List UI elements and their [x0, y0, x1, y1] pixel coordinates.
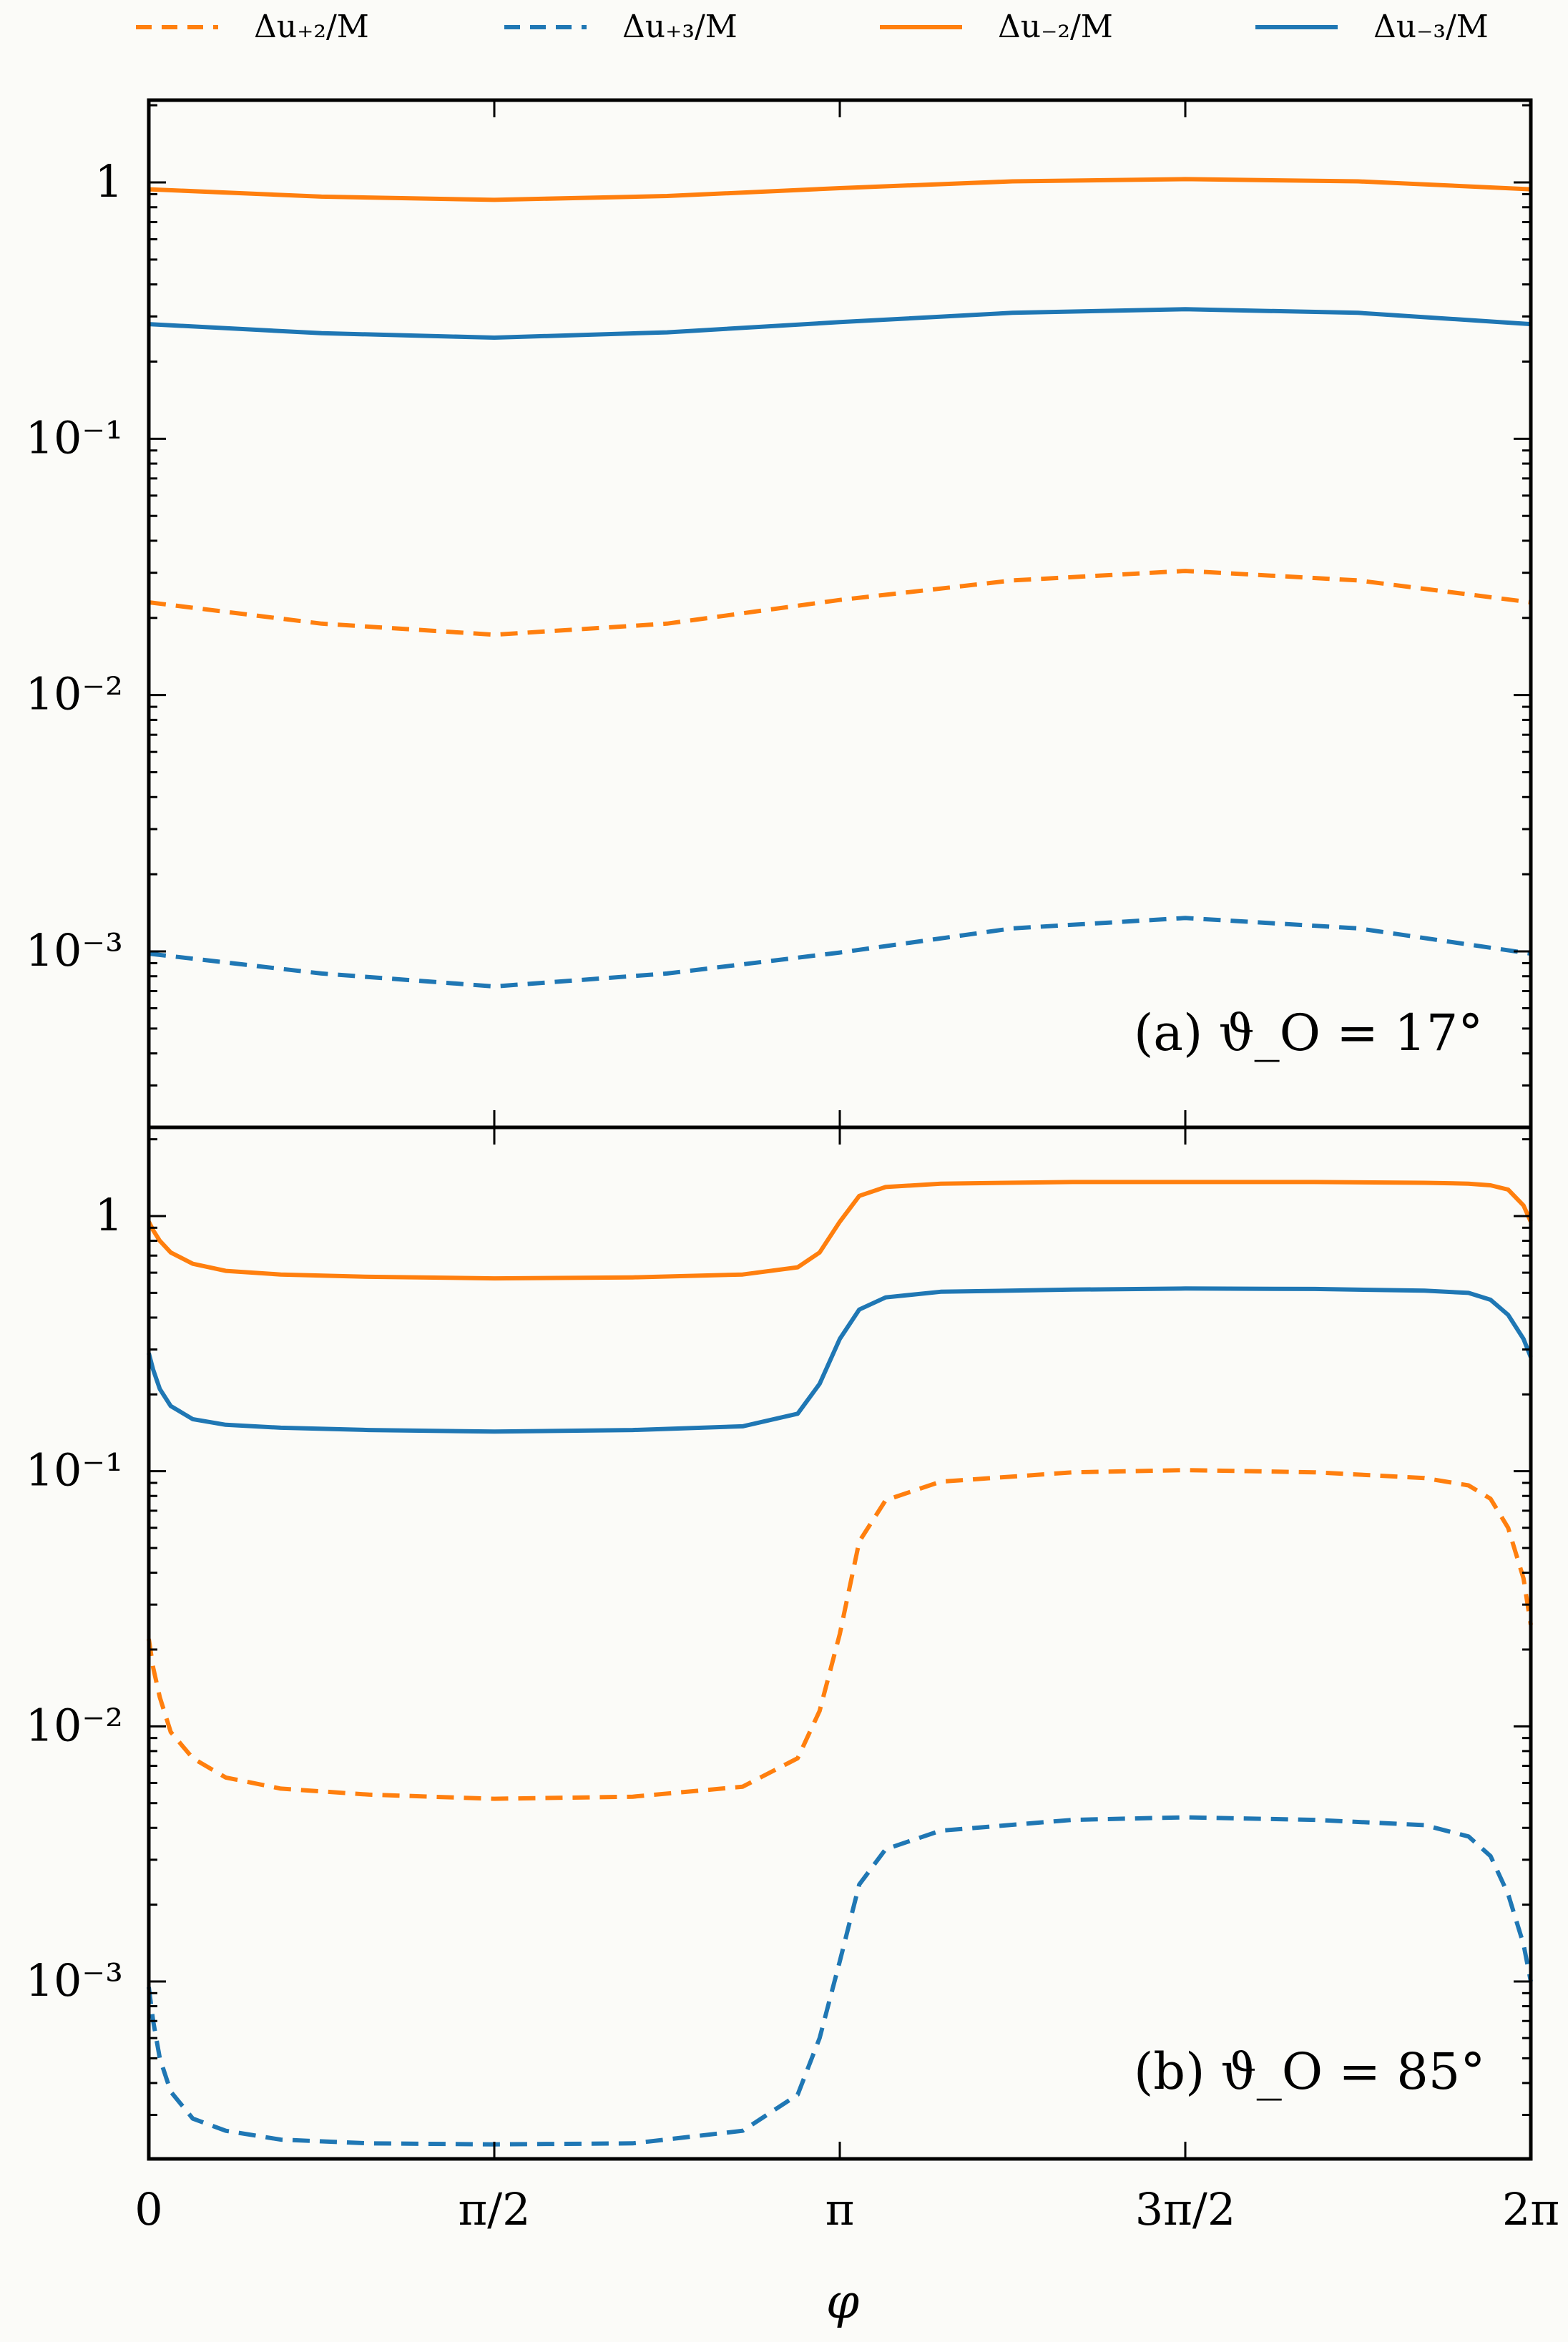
legend-entry-plus2: Δu₊₂/M	[136, 9, 369, 45]
series-line-a-0	[148, 569, 1532, 637]
legend-label-plus2: Δu₊₂/M	[254, 9, 369, 45]
y-tick-label-a: 10⁻²	[26, 668, 123, 720]
x-axis: 0 π/2 π 3π/2 2π	[134, 2183, 1559, 2235]
legend-label-plus3: Δu₊₃/M	[622, 9, 738, 45]
series-line-a-1	[148, 916, 1532, 989]
y-tick-label-b: 10⁻³	[26, 1954, 123, 2007]
y-tick-label-a: 10⁻³	[26, 924, 123, 976]
x-tick-label: π/2	[458, 2183, 530, 2235]
series-line-a-2	[148, 177, 1532, 202]
panel-annotation-a: (a) ϑ_O = 17°	[1134, 1004, 1483, 1062]
series-line-b-1	[147, 1815, 1533, 2147]
series-line-b-3	[147, 1286, 1533, 1434]
legend-label-minus2: Δu₋₂/M	[998, 9, 1113, 45]
legend-entry-minus2: Δu₋₂/M	[880, 9, 1113, 45]
series-line-a-3	[148, 307, 1532, 340]
series-line-b-0	[147, 1468, 1533, 1801]
panel-a: 1 10⁻¹ 10⁻² 10⁻³ (a) ϑ_O = 17°	[26, 98, 1533, 1130]
x-axis-label: φ	[826, 2274, 859, 2329]
x-tick-label: 2π	[1502, 2183, 1559, 2235]
legend-entry-minus3: Δu₋₃/M	[1255, 9, 1489, 45]
x-tick-label: 0	[134, 2183, 162, 2235]
legend-label-minus3: Δu₋₃/M	[1373, 9, 1489, 45]
y-tick-label-b: 1	[95, 1189, 123, 1241]
panel-frame-b	[147, 1125, 1533, 2161]
x-tick-label: π	[825, 2183, 855, 2235]
legend-entry-plus3: Δu₊₃/M	[504, 9, 738, 45]
y-tick-label-b: 10⁻¹	[26, 1444, 123, 1496]
y-tick-label-b: 10⁻²	[26, 1699, 123, 1751]
panel-frame-a	[147, 98, 1533, 1130]
legend: Δu₊₂/M Δu₊₃/M Δu₋₂/M Δu₋₃/M	[136, 9, 1489, 45]
series-line-b-2	[147, 1180, 1533, 1281]
x-tick-label: 3π/2	[1135, 2183, 1236, 2235]
panel-annotation-b: (b) ϑ_O = 85°	[1134, 2042, 1485, 2101]
panel-b: 1 10⁻¹ 10⁻² 10⁻³ (b) ϑ_O = 85°	[26, 1125, 1533, 2161]
y-tick-label-a: 1	[95, 155, 123, 207]
y-tick-label-a: 10⁻¹	[26, 411, 123, 464]
